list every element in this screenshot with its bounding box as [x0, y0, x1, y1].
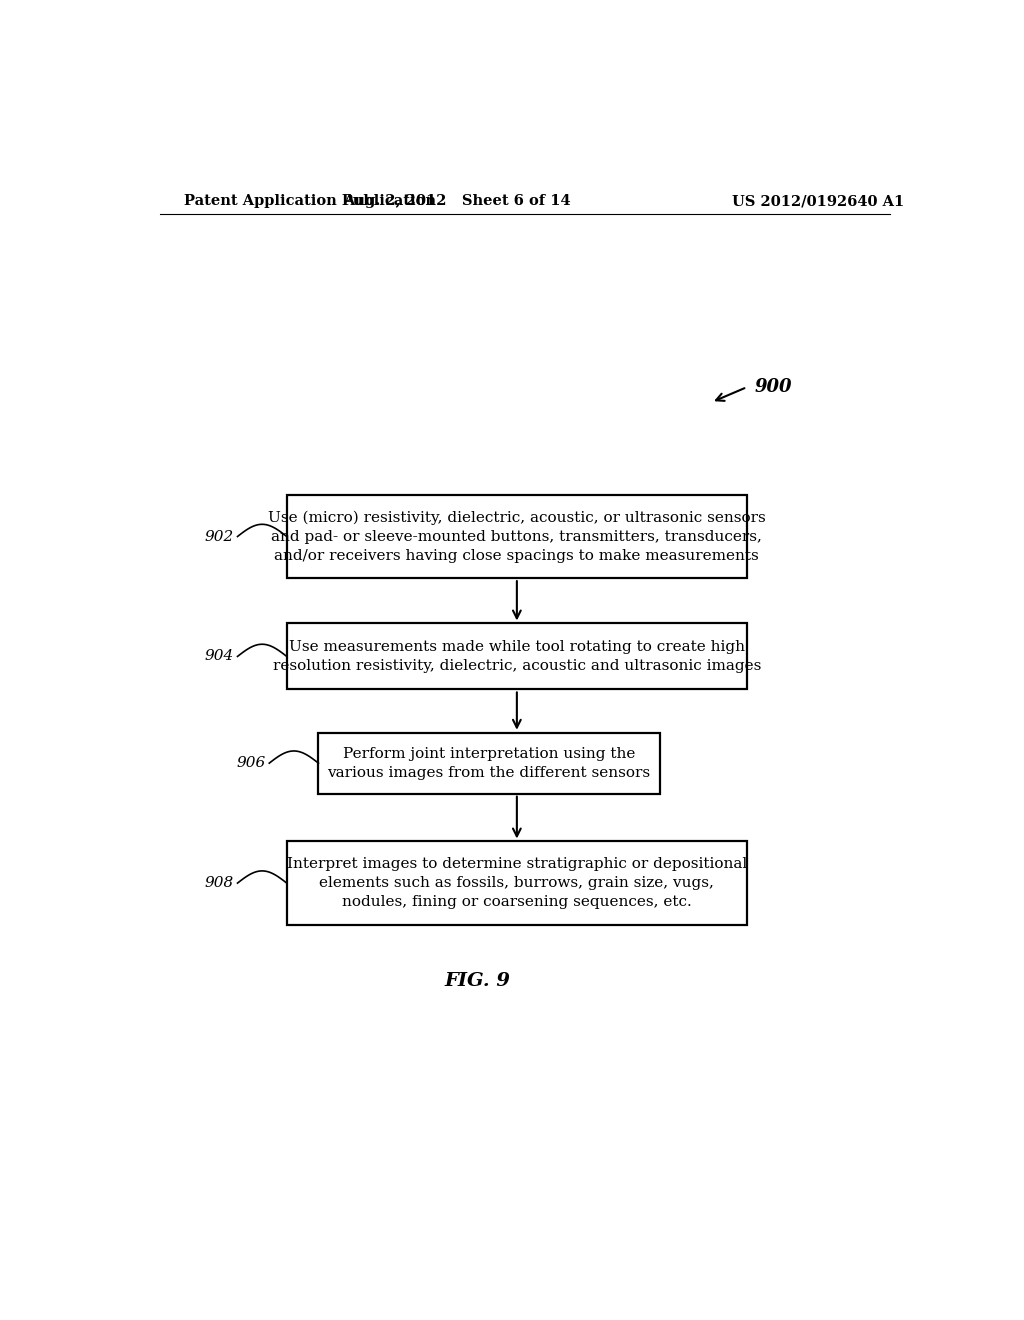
Text: Interpret images to determine stratigraphic or depositional
elements such as fos: Interpret images to determine stratigrap…: [287, 857, 746, 909]
Text: 900: 900: [755, 378, 793, 396]
Text: Patent Application Publication: Patent Application Publication: [183, 194, 435, 209]
Text: FIG. 9: FIG. 9: [444, 972, 510, 990]
Text: 906: 906: [237, 756, 265, 770]
Bar: [287, 623, 748, 689]
Text: Use (micro) resistivity, dielectric, acoustic, or ultrasonic sensors
and pad- or: Use (micro) resistivity, dielectric, aco…: [268, 511, 766, 562]
Bar: [287, 841, 748, 925]
Text: Perform joint interpretation using the
various images from the different sensors: Perform joint interpretation using the v…: [328, 747, 650, 780]
Text: 904: 904: [205, 649, 233, 664]
Bar: [287, 495, 748, 578]
Text: 908: 908: [205, 876, 233, 890]
Text: Aug. 2, 2012   Sheet 6 of 14: Aug. 2, 2012 Sheet 6 of 14: [343, 194, 571, 209]
Text: US 2012/0192640 A1: US 2012/0192640 A1: [732, 194, 904, 209]
Text: 902: 902: [205, 529, 233, 544]
Text: Use measurements made while tool rotating to create high
resolution resistivity,: Use measurements made while tool rotatin…: [272, 640, 761, 673]
Bar: [318, 733, 659, 793]
